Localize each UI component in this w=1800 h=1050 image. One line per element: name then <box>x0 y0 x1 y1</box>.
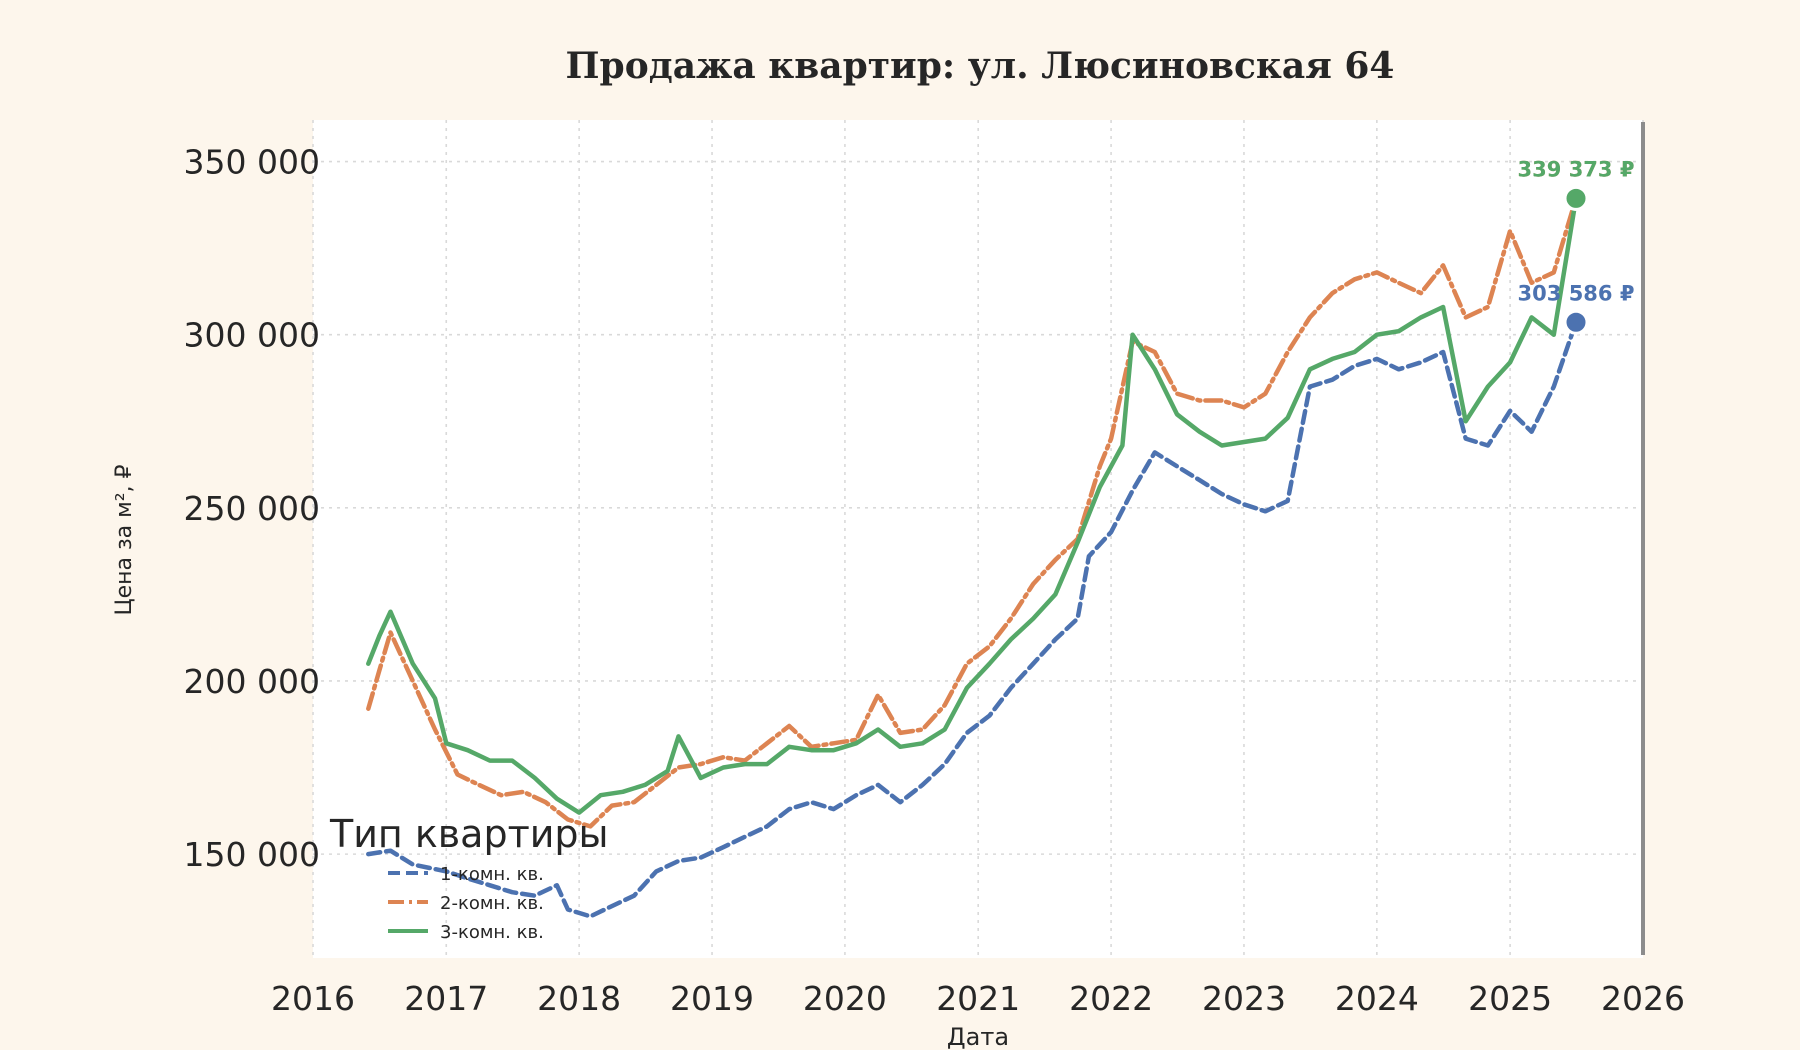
x-tick-label: 2020 <box>803 979 887 1018</box>
x-tick-label: 2019 <box>670 979 754 1018</box>
legend-entry-2: 2-комн. кв. <box>440 893 544 914</box>
end-markers: 303 586 ₽339 373 ₽339 373 ₽ <box>1518 157 1635 335</box>
y-axis-ticks: 150 000 200 000 250 000 300 000 350 000 <box>184 143 320 875</box>
x-axis-label: Дата <box>947 1023 1009 1050</box>
x-tick-label: 2022 <box>1069 979 1153 1018</box>
x-tick-label: 2023 <box>1202 979 1286 1018</box>
series-layer <box>366 196 1579 919</box>
x-tick-label: 2026 <box>1601 979 1685 1018</box>
series-line-2 <box>366 196 1579 829</box>
legend: Тип квартиры 1-комн. кв. 2-комн. кв. 3-ком… <box>329 812 609 943</box>
y-axis-label: Цена за м², ₽ <box>112 464 137 615</box>
x-tick-label: 2024 <box>1335 979 1419 1018</box>
legend-entry-3: 3-комн. кв. <box>440 922 544 943</box>
y-tick-label: 350 000 <box>184 143 320 182</box>
legend-entry-1: 1-комн. кв. <box>440 864 544 885</box>
series-line-3 <box>366 196 1579 815</box>
x-tick-label: 2025 <box>1468 979 1552 1018</box>
x-tick-label: 2016 <box>271 979 355 1018</box>
x-tick-label: 2018 <box>537 979 621 1018</box>
legend-title: Тип квартиры <box>329 812 609 856</box>
end-point-3 <box>1563 185 1589 211</box>
y-tick-label: 200 000 <box>184 662 320 701</box>
end-value-label-3: 339 373 ₽ <box>1518 157 1635 181</box>
y-tick-label: 150 000 <box>184 835 320 874</box>
y-tick-label: 250 000 <box>184 489 320 528</box>
end-value-label-2: 339 373 ₽ <box>1518 157 1635 181</box>
x-tick-label: 2021 <box>936 979 1020 1018</box>
y-tick-label: 300 000 <box>184 316 320 355</box>
x-tick-label: 2017 <box>404 979 488 1018</box>
chart-title: Продажа квартир: ул. Люсиновская 64 <box>566 45 1395 87</box>
legend-items: 1-комн. кв. 2-комн. кв. 3-комн. кв. <box>388 864 544 943</box>
end-point-1 <box>1563 309 1589 335</box>
x-axis-ticks: 2016 2017 2018 2019 2020 2021 2022 2023 2024 2025… <box>271 979 1685 1018</box>
end-value-label-1: 303 586 ₽ <box>1518 281 1635 305</box>
series-line-1 <box>366 320 1579 919</box>
grid <box>312 120 1644 958</box>
